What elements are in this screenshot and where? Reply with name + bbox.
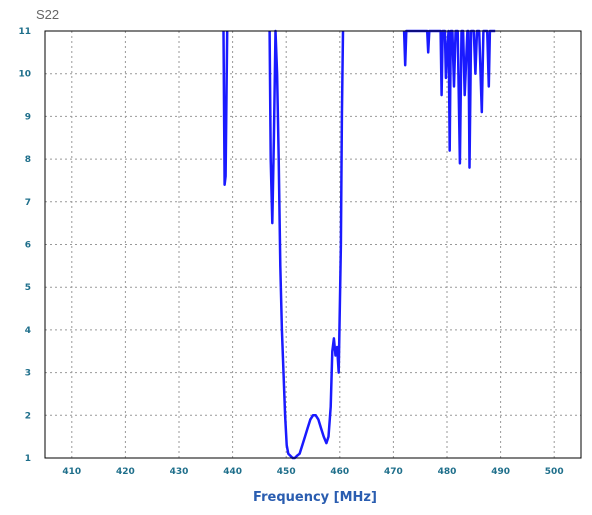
x-tick-label: 490 (491, 467, 510, 477)
y-tick-label: 3 (25, 369, 31, 379)
y-tick-label: 10 (18, 70, 31, 80)
x-tick-labels: 410 420 430 440 450 460 470 480 490 500 (62, 467, 563, 477)
y-tick-label: 6 (25, 241, 31, 251)
y-tick-label: 5 (25, 283, 31, 293)
y-tick-label: 9 (25, 112, 31, 122)
x-tick-label: 460 (330, 467, 349, 477)
series-line-segment-1 (222, 30, 229, 186)
x-tick-label: 450 (277, 467, 296, 477)
y-tick-label: 8 (25, 155, 31, 165)
x-tick-label: 440 (223, 467, 242, 477)
x-tick-label: 470 (384, 467, 403, 477)
y-tick-label: 1 (25, 454, 31, 464)
y-tick-label: 11 (18, 27, 31, 37)
chart-title: S22 (36, 7, 59, 22)
series-line-segment-3 (402, 29, 496, 169)
x-axis-label: Frequency [MHz] (253, 490, 377, 505)
y-tick-labels: 1 2 3 4 5 6 7 8 9 10 11 (18, 27, 31, 464)
data-layer (222, 29, 496, 460)
series-line-segment-2 (268, 29, 345, 460)
y-tick-label: 4 (25, 326, 31, 336)
y-tick-label: 2 (25, 411, 31, 421)
x-tick-label: 480 (438, 467, 457, 477)
grid-layer (45, 30, 581, 459)
x-tick-label: 500 (545, 467, 564, 477)
x-tick-label: 420 (116, 467, 135, 477)
y-tick-label: 7 (25, 198, 31, 208)
x-tick-label: 410 (62, 467, 81, 477)
x-tick-label: 430 (170, 467, 189, 477)
plot-frame (44, 30, 582, 459)
